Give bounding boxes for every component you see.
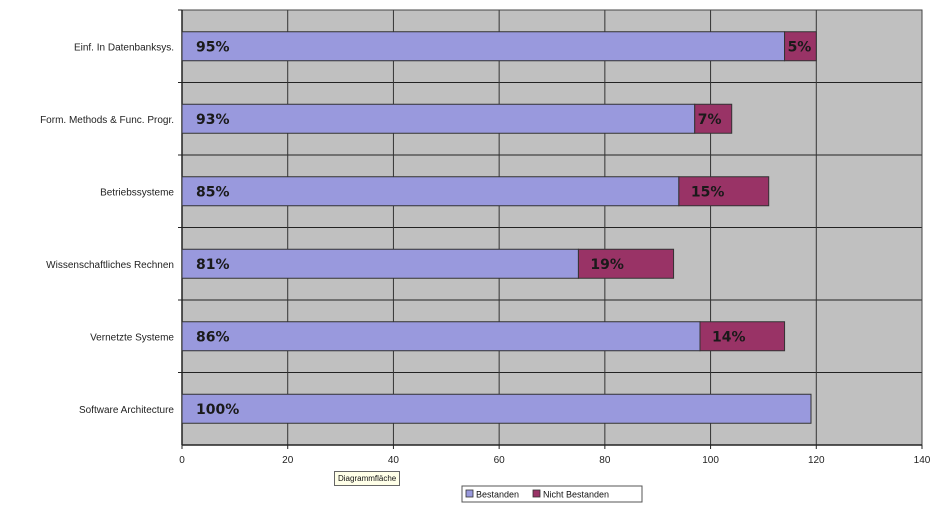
bar-nicht-bestanden [784,31,817,62]
legend-box [461,485,643,503]
legend: Bestanden Nicht Bestanden [461,485,643,503]
category-label: Form. Methods & Func. Progr. [40,115,174,126]
category-label: Einf. In Datenbanksys. [74,42,174,53]
category-label: Wissenschaftliches Rechnen [46,260,174,271]
legend-swatch-bestanden [465,489,474,498]
bar-bestanden [181,103,696,134]
bar-bestanden [181,393,812,424]
legend-label-bestanden: Bestanden [476,490,519,500]
bar-nicht-bestanden [577,248,675,279]
x-tick-label: 140 [914,455,931,466]
category-label: Betriebssysteme [100,187,174,198]
data-label-nicht-bestanden: 5% [788,39,812,55]
data-label-nicht-bestanden: 15% [691,184,725,200]
data-label-bestanden: 95% [196,39,230,55]
x-axis: 0 20 40 60 80 100 120 140 [179,445,931,466]
data-label-nicht-bestanden: 14% [712,329,746,345]
x-tick-label: 0 [179,455,185,466]
x-tick-label: 100 [702,455,719,466]
category-label: Software Architecture [79,405,174,416]
data-label-bestanden: 100% [196,402,239,418]
bar-bestanden [181,176,680,207]
data-label-bestanden: 85% [196,184,230,200]
x-tick-label: 60 [494,455,506,466]
x-tick-label: 40 [388,455,400,466]
category-labels: Einf. In Datenbanksys. Form. Methods & Fu… [40,9,182,416]
bar-nicht-bestanden [699,321,786,352]
legend-label-nicht-bestanden: Nicht Bestanden [543,490,609,500]
bar-bestanden [181,31,786,62]
legend-swatch-nicht-bestanden [532,489,541,498]
category-label: Vernetzte Systeme [90,332,174,343]
bar-nicht-bestanden [678,176,770,207]
data-label-nicht-bestanden: 19% [590,257,624,273]
data-label-bestanden: 86% [196,329,230,345]
bar-nicht-bestanden [694,103,733,134]
data-label-bestanden: 93% [196,112,230,128]
x-tick-label: 120 [808,455,825,466]
data-label-nicht-bestanden: 7% [698,112,722,128]
tooltip: Diagrammfläche [334,471,401,486]
data-label-bestanden: 81% [196,257,230,273]
gridlines [181,9,923,446]
bars: 95% 5% 93% 7% 85% 15% 81% 19% 86% 14% 100% [181,31,817,424]
bar-bestanden [181,321,701,352]
bar-bestanden [181,248,579,279]
x-tick-label: 20 [282,455,294,466]
x-tick-label: 80 [599,455,611,466]
